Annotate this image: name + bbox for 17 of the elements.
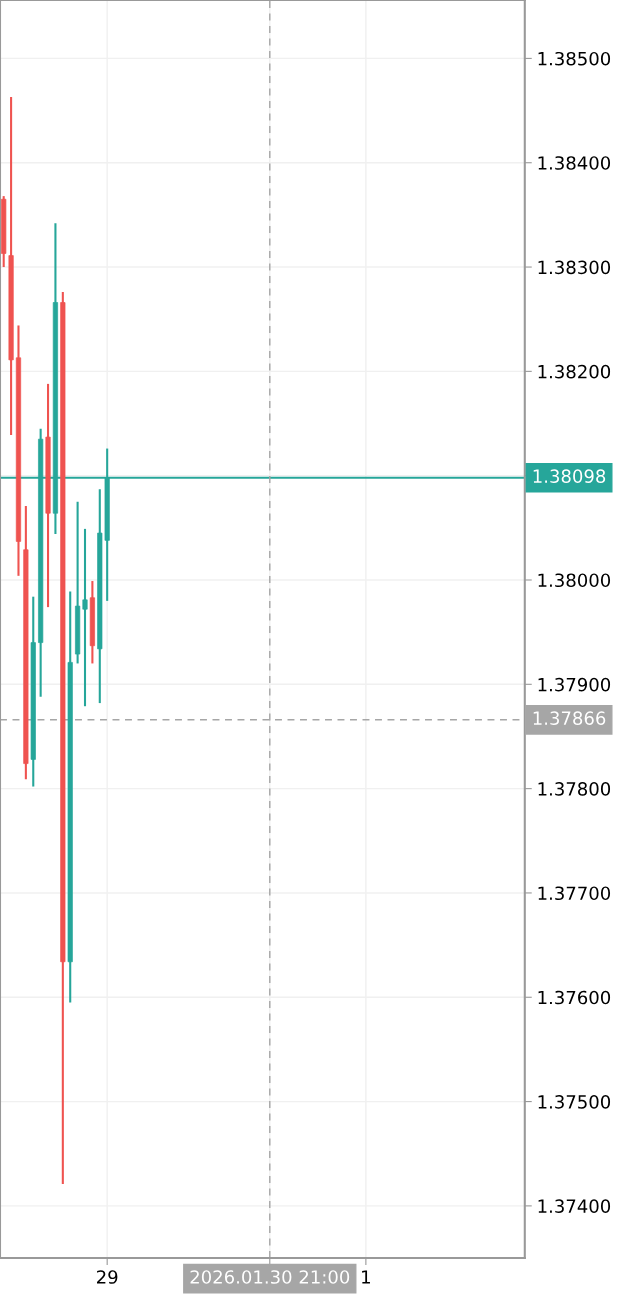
- y-tick-label: 1.38000: [538, 573, 611, 588]
- x-tick-label: 29: [97, 1270, 118, 1284]
- y-tick-label: 1.37500: [538, 1095, 611, 1109]
- ref-line-label: 1.37866: [533, 711, 606, 726]
- y-tick-label: 1.37600: [538, 990, 611, 1005]
- y-tick-label: 1.37400: [538, 1199, 611, 1214]
- y-tick-label: 1.37700: [538, 886, 611, 901]
- x-tick-label: 1: [362, 1270, 370, 1284]
- y-tick-label: 1.38200: [538, 364, 611, 379]
- candlestick: [82, 527, 88, 708]
- y-tick-label: 1.37900: [538, 677, 611, 692]
- y-tick-label: 1.38300: [538, 260, 611, 275]
- ref-line-label: 1.38098: [533, 469, 606, 483]
- x-tick-label: 2026.01.30 21:00: [190, 1270, 350, 1284]
- y-tick-label: 1.38500: [538, 51, 611, 66]
- y-tick-label: 1.37800: [538, 782, 611, 796]
- y-tick-label: 1.38400: [538, 156, 611, 170]
